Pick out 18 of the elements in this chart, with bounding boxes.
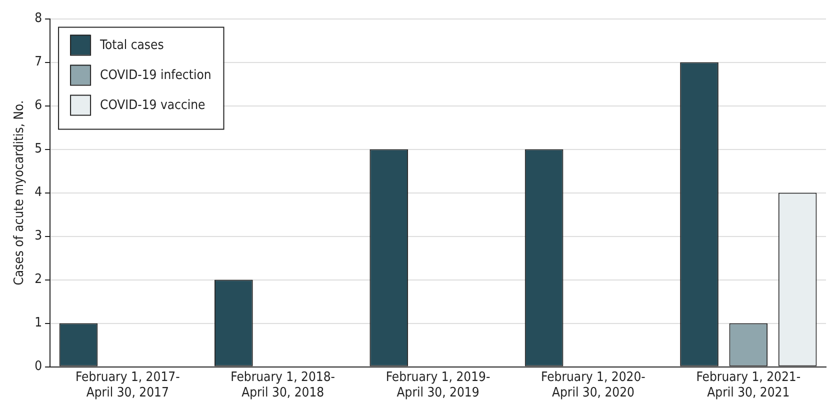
y-tick-label: 7 xyxy=(34,54,42,70)
x-tick-label: February 1, 2021- April 30, 2021 xyxy=(696,370,801,401)
y-tick-label: 1 xyxy=(34,316,42,331)
x-tick-label: February 1, 2020- April 30, 2020 xyxy=(541,370,646,401)
x-tick-label: February 1, 2018- April 30, 2018 xyxy=(230,370,335,401)
x-tick-label: February 1, 2017- April 30, 2017 xyxy=(75,370,180,401)
y-axis-title: Cases of acute myocarditis, No. xyxy=(12,100,28,286)
y-tick-label: 3 xyxy=(34,228,42,244)
y-tick-label: 2 xyxy=(34,272,42,288)
x-tick-label: February 1, 2019- April 30, 2019 xyxy=(386,370,490,401)
y-tick-label: 8 xyxy=(34,11,42,26)
y-tick-label: 0 xyxy=(34,359,42,374)
legend-label: COVID-19 infection xyxy=(100,68,212,84)
y-tick-label: 5 xyxy=(34,142,42,157)
y-tick-label: 6 xyxy=(34,98,42,114)
legend-label: Total cases xyxy=(99,38,164,54)
y-tick-label: 4 xyxy=(34,185,42,200)
legend-label: COVID-19 vaccine xyxy=(100,98,206,114)
